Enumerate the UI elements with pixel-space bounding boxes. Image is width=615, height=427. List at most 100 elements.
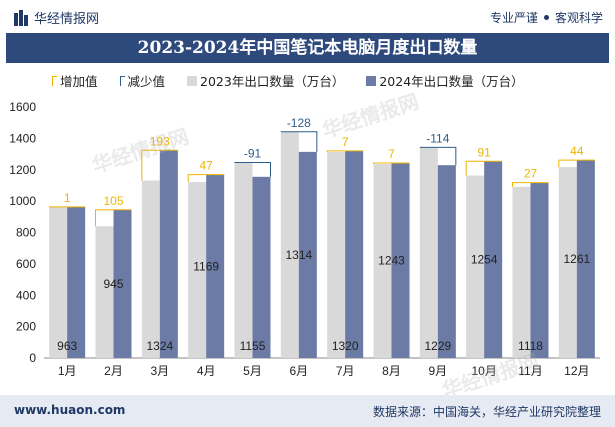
x-tick-label: 10月	[471, 364, 496, 378]
bar-2024	[159, 150, 178, 358]
bar-2024	[298, 151, 317, 358]
bar-2023	[466, 175, 485, 358]
bar-2023	[188, 181, 207, 358]
bar-2023	[95, 226, 114, 358]
legend-item-increase: 增加值	[52, 71, 98, 90]
change-label: 193	[150, 134, 170, 148]
legend: 增加值 减少值 2023年出口数量（万台） 2024年出口数量（万台）	[52, 71, 524, 90]
x-tick-label: 5月	[243, 364, 262, 378]
brand-logo-icon	[14, 9, 28, 26]
x-tick-label: 3月	[150, 364, 169, 378]
increase-swatch-icon	[52, 75, 57, 86]
decrease-swatch-icon	[119, 75, 125, 86]
y-tick-label: 1200	[9, 163, 36, 177]
change-label: -128	[287, 116, 311, 130]
value-label-2024: 945	[103, 277, 123, 291]
value-label-2024: 1314	[285, 248, 312, 262]
y-tick-label: 400	[16, 288, 36, 302]
legend-item-decrease: 减少值	[119, 71, 166, 90]
bar-2023	[141, 180, 160, 358]
x-tick-label: 9月	[428, 364, 447, 378]
change-bracket	[465, 160, 503, 176]
bar-2024	[391, 163, 410, 358]
value-label-2024: 1229	[424, 339, 451, 353]
change-label: 105	[103, 194, 123, 208]
top-bar: 华经情报网 专业严谨 客观科学	[0, 0, 615, 33]
change-bracket	[95, 209, 132, 227]
value-label-2024: 963	[57, 339, 77, 353]
footer: www.huaon.com 数据来源：中国海关，华经产业研究院整理	[0, 395, 615, 427]
x-tick-label: 12月	[564, 364, 589, 378]
x-tick-label: 2月	[104, 364, 123, 378]
change-label: -91	[244, 147, 262, 161]
bar-2023	[327, 152, 346, 358]
legend-label-2023: 2023年出口数量（万台）	[200, 74, 345, 89]
change-bracket	[187, 174, 225, 182]
value-label-2024: 1261	[563, 252, 590, 266]
value-label-2024: 1118	[518, 339, 543, 353]
bar-2023	[49, 207, 68, 358]
tagline: 专业严谨 客观科学	[490, 9, 603, 26]
legend-item-2023: 2023年出口数量（万台）	[187, 71, 344, 90]
value-label-2024: 1169	[193, 259, 219, 273]
bar-2024	[484, 161, 503, 358]
change-label: 91	[477, 145, 491, 159]
bar-2023	[234, 162, 253, 358]
x-tick-label: 8月	[382, 364, 401, 378]
brand-name: 华经情报网	[34, 12, 100, 27]
bar-2024	[67, 206, 86, 358]
bar-2024	[530, 182, 549, 358]
x-tick-label: 1月	[58, 364, 77, 378]
x-tick-label: 7月	[336, 364, 355, 378]
footer-site: www.huaon.com	[14, 403, 126, 417]
bar-2024	[206, 174, 225, 358]
bar-2024	[576, 160, 595, 358]
y-tick-label: 800	[16, 226, 36, 240]
legend-item-2024: 2024年出口数量（万台）	[366, 71, 524, 90]
change-label: 44	[570, 144, 584, 158]
tagline-left: 专业严谨	[489, 11, 538, 25]
change-bracket	[280, 131, 318, 152]
bar-2024	[345, 150, 364, 358]
value-label-2024: 1254	[471, 253, 498, 267]
change-bracket	[419, 146, 457, 166]
legend-label-decrease: 减少值	[127, 74, 166, 89]
x-tick-label: 6月	[289, 364, 308, 378]
bar-2023	[280, 131, 299, 358]
change-bracket	[234, 162, 271, 177]
legend-label-2024: 2024年出口数量（万台）	[379, 74, 524, 89]
change-bracket	[141, 149, 178, 181]
bar-2023	[419, 147, 438, 358]
change-label: 7	[388, 147, 395, 161]
change-bracket	[326, 150, 364, 153]
value-label-2024: 1324	[146, 339, 173, 353]
bar-chart: 0 200 400 600 800 1000 1200 1400 1600 1 963 1月 105 94…	[9, 100, 600, 378]
value-label-2024: 1155	[240, 339, 266, 353]
bar-2023	[512, 186, 531, 358]
change-label: 27	[524, 167, 538, 181]
y-tick-label: 1400	[9, 131, 36, 145]
value-label-2024: 1243	[378, 254, 405, 268]
footer-source: 数据来源：中国海关，华经产业研究院整理	[372, 405, 601, 419]
change-bracket	[558, 159, 595, 168]
series-2023-swatch-icon	[187, 75, 198, 86]
x-tick-label: 4月	[197, 364, 216, 378]
y-tick-label: 1600	[9, 100, 36, 114]
separator-dot-icon	[543, 15, 549, 20]
change-label: -114	[426, 131, 449, 145]
y-tick-label: 600	[16, 257, 36, 271]
change-label: 7	[342, 135, 349, 149]
series-2024-swatch-icon	[366, 75, 377, 86]
y-tick-label: 200	[16, 320, 36, 334]
change-bracket	[373, 162, 410, 165]
brand: 华经情报网	[14, 8, 99, 27]
x-tick-label: 11月	[518, 364, 542, 378]
tagline-right: 客观科学	[554, 11, 603, 25]
change-bracket	[512, 182, 549, 187]
bar-2023	[373, 164, 392, 358]
value-label-2024: 1320	[332, 339, 359, 353]
bar-2024	[252, 176, 271, 358]
bar-2024	[113, 209, 132, 358]
legend-label-increase: 增加值	[60, 74, 98, 89]
change-label: 47	[199, 159, 213, 173]
